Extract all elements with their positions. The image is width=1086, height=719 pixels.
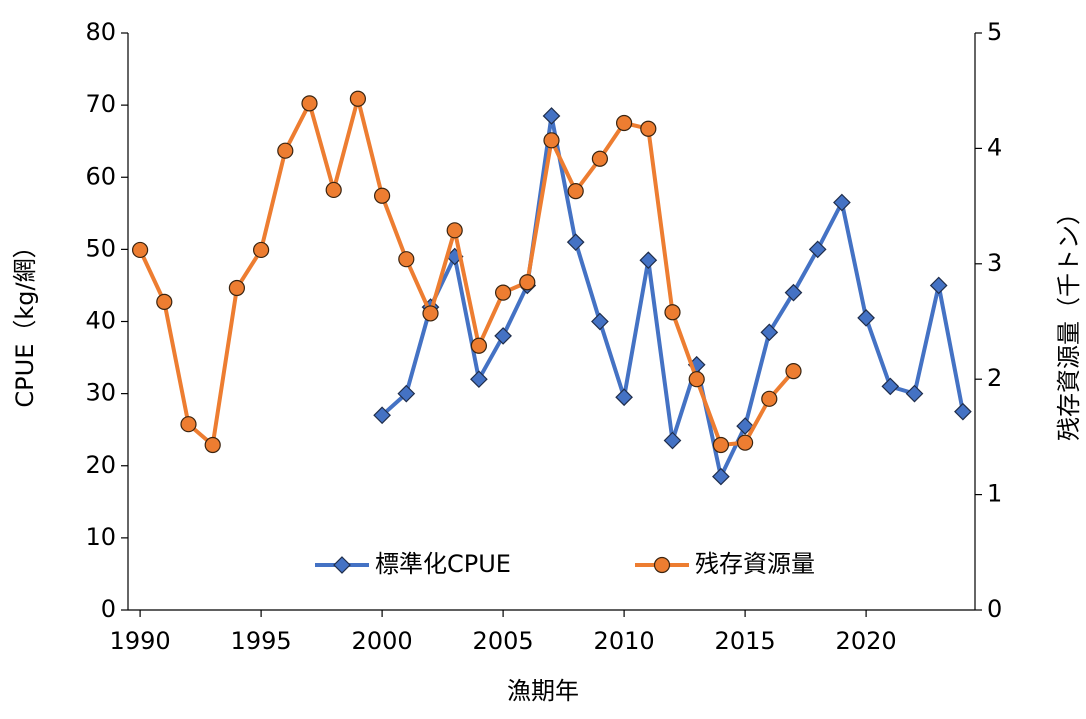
marker: [422, 305, 439, 322]
y-tick-label: 50: [85, 234, 116, 262]
marker: [156, 293, 173, 310]
x-tick-label: 2010: [594, 627, 655, 655]
marker: [808, 240, 827, 259]
marker: [301, 95, 318, 112]
x-tick-label: 1990: [110, 627, 171, 655]
x-tick-label: 2020: [836, 627, 897, 655]
legend-marker: [653, 556, 671, 574]
y-tick-label: 20: [85, 451, 116, 479]
marker: [712, 436, 730, 454]
y-tick-label: 70: [85, 90, 116, 118]
marker: [833, 193, 851, 212]
marker: [736, 417, 754, 435]
marker: [446, 222, 463, 239]
x-axis-title: 漁期年: [507, 677, 579, 705]
marker: [470, 337, 487, 354]
series-line: [138, 96, 796, 447]
x-tick-label: 2015: [715, 627, 776, 655]
marker: [470, 370, 488, 389]
y-tick-label: 10: [85, 523, 116, 551]
x-tick-label: 1995: [231, 627, 292, 655]
marker: [253, 241, 270, 259]
y-tick-label: 0: [101, 595, 116, 623]
marker: [712, 467, 730, 486]
marker: [494, 327, 512, 345]
y-tick-label: 40: [85, 307, 116, 335]
legend-label: 標準化CPUE: [375, 550, 511, 578]
marker: [495, 284, 512, 301]
marker: [180, 416, 197, 433]
marker: [761, 390, 778, 407]
marker: [881, 377, 900, 396]
marker: [640, 120, 657, 137]
y-tick-label: 60: [85, 162, 116, 190]
legend-marker: [333, 556, 351, 574]
marker: [519, 274, 536, 291]
y2-tick-label: 2: [987, 364, 1002, 392]
marker: [760, 323, 779, 342]
marker: [349, 90, 366, 107]
marker: [857, 309, 875, 327]
marker: [663, 431, 682, 450]
y2-tick-label: 1: [987, 480, 1002, 508]
marker: [615, 388, 633, 407]
marker: [954, 402, 972, 421]
y2-tick-label: 3: [987, 249, 1002, 277]
marker: [228, 279, 245, 297]
marker: [664, 304, 681, 321]
marker: [785, 363, 802, 380]
marker: [204, 436, 221, 454]
x-tick-label: 2000: [352, 627, 413, 655]
marker: [132, 241, 149, 259]
marker: [905, 384, 924, 403]
marker: [397, 384, 416, 403]
marker: [615, 114, 633, 132]
marker: [543, 132, 560, 149]
y-axis-title: CPUE（kg/網）: [11, 234, 39, 407]
y2-tick-label: 5: [987, 18, 1002, 46]
legend-label: 残存資源量: [695, 550, 815, 578]
marker: [688, 371, 705, 388]
marker: [542, 107, 561, 125]
marker: [639, 251, 658, 270]
x-tick-label: 2005: [473, 627, 534, 655]
marker: [784, 283, 803, 302]
y-tick-label: 30: [85, 379, 116, 407]
marker: [929, 276, 948, 295]
marker: [325, 181, 342, 199]
marker: [567, 182, 584, 200]
marker: [398, 251, 415, 268]
y2-axis-title: 残存資源量（千トン）: [1055, 201, 1083, 441]
marker: [591, 150, 609, 167]
y2-tick-label: 4: [987, 133, 1002, 161]
marker: [566, 233, 585, 252]
marker: [373, 406, 391, 425]
marker: [374, 187, 391, 204]
y2-tick-label: 0: [987, 595, 1002, 623]
marker: [591, 312, 609, 331]
marker: [736, 434, 754, 451]
y-tick-label: 80: [85, 18, 116, 46]
marker: [277, 142, 294, 159]
